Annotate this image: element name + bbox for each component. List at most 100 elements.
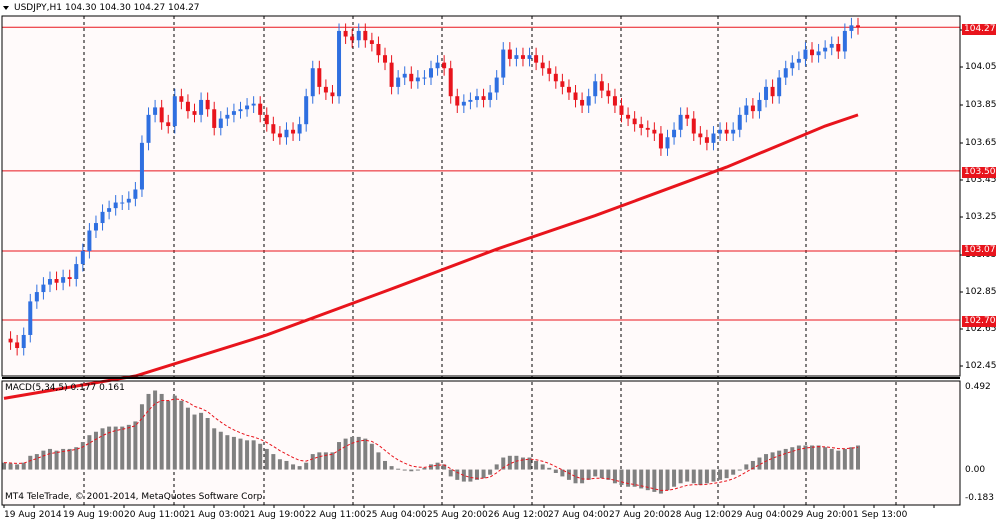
macd-bar	[711, 469, 716, 482]
time-tick-label: 27 Aug 20:00	[609, 510, 670, 520]
candle-body	[823, 47, 828, 52]
candle-body	[330, 92, 335, 97]
macd-bar	[685, 469, 690, 482]
macd-bar	[80, 442, 85, 470]
macd-bar	[816, 445, 821, 470]
macd-bar	[573, 469, 578, 484]
macd-bar	[330, 452, 335, 470]
macd-bar	[540, 464, 545, 470]
macd-bar	[461, 469, 466, 482]
candle-body	[402, 73, 407, 78]
macd-bar	[113, 426, 118, 470]
macd-bar	[580, 469, 585, 484]
macd-bar	[731, 469, 736, 475]
candle-body	[225, 114, 230, 119]
macd-bar	[225, 435, 230, 470]
macd-bar	[455, 469, 460, 480]
macd-bar	[810, 445, 815, 470]
candle-body	[21, 334, 26, 349]
candle-body	[553, 73, 558, 82]
macd-bar	[612, 469, 617, 484]
macd-bar	[245, 440, 250, 470]
time-tick-label: 19 Aug 19:00	[63, 510, 124, 520]
price-tick-label: 103.45	[965, 175, 997, 185]
moving-average-line	[3, 113, 859, 400]
macd-bar	[474, 469, 479, 480]
time-tick-label: 1 Sep 13:00	[853, 510, 908, 520]
macd-bar	[698, 469, 703, 486]
macd-bar	[389, 466, 394, 470]
candle-body	[337, 30, 342, 97]
candle-body	[455, 96, 460, 106]
candle-body	[507, 49, 512, 59]
candle-body	[251, 103, 256, 106]
candle-body	[566, 86, 571, 93]
macd-bar	[133, 421, 138, 470]
macd-bar	[2, 462, 6, 470]
candle-body	[323, 86, 328, 93]
candle-body	[264, 114, 269, 125]
price-tick-label: 103.85	[965, 100, 997, 110]
candle-body	[429, 68, 433, 78]
price-tick-label: 103.65	[965, 138, 997, 148]
macd-bar	[645, 469, 650, 491]
candle-body	[573, 92, 578, 100]
candle-body	[580, 99, 585, 106]
candle-body	[672, 129, 677, 138]
macd-bar	[803, 445, 808, 470]
dropdown-triangle-icon[interactable]	[3, 6, 9, 10]
macd-bar	[67, 448, 72, 470]
candle-body	[599, 81, 604, 91]
macd-bar	[842, 448, 847, 470]
candle-body	[218, 118, 223, 128]
candle-body	[645, 127, 650, 130]
level-badge: 103.07	[962, 245, 996, 256]
macd-bar	[107, 426, 112, 470]
macd-bar	[665, 469, 670, 491]
candle-body	[724, 129, 729, 134]
candle-body	[704, 137, 709, 143]
macd-bar	[606, 469, 611, 480]
macd-bar	[658, 469, 663, 494]
macd-bar	[415, 469, 420, 471]
macd-bar	[284, 460, 289, 470]
macd-bar	[796, 445, 801, 470]
candle-body	[166, 122, 171, 127]
candle-body	[810, 49, 815, 56]
time-tick-label: 25 Aug 04:00	[366, 510, 427, 520]
candle-body	[389, 62, 394, 87]
macd-bar	[264, 448, 269, 470]
candle-body	[488, 92, 493, 100]
symbol-header: USDJPY,H1 104.30 104.30 104.27 104.27	[3, 3, 200, 13]
candle-body	[277, 133, 282, 138]
time-tick-label: 22 Aug 11:00	[305, 510, 366, 520]
candle-body	[8, 338, 13, 343]
macd-bar	[258, 443, 263, 470]
price-tick-label: 102.85	[965, 287, 997, 297]
macd-bar	[179, 400, 184, 470]
candle-body	[67, 277, 72, 280]
macd-signal-line	[3, 398, 859, 491]
candle-body	[665, 137, 670, 149]
candle-body	[442, 62, 447, 69]
candle-body	[540, 62, 545, 69]
candle-body	[245, 105, 250, 110]
level-badge: 104.27	[962, 24, 996, 35]
candle-body	[120, 202, 125, 204]
price-panel-frame	[1, 15, 961, 377]
price-tick-label: 102.45	[965, 361, 997, 371]
candle-body	[139, 142, 144, 190]
price-tick-label: 103.25	[965, 212, 997, 222]
macd-bar	[310, 454, 315, 470]
candle-body	[481, 96, 486, 100]
candle-body	[146, 114, 151, 143]
candle-body	[836, 43, 841, 52]
price-tick-label: 104.05	[965, 62, 997, 72]
macd-bar	[356, 436, 361, 470]
symbol-name: USDJPY,H1	[14, 3, 62, 13]
candle-body	[80, 251, 85, 265]
candle-body	[501, 49, 506, 78]
macd-bar	[514, 455, 519, 470]
candle-body	[297, 124, 302, 134]
